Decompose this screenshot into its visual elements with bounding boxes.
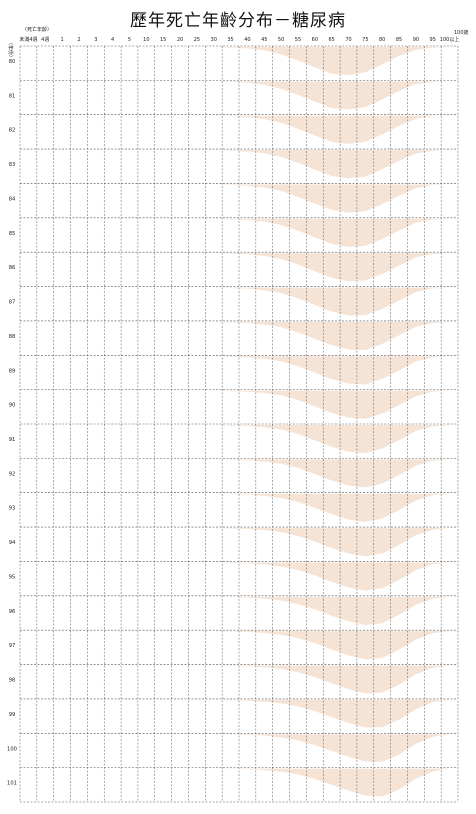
year-label: 92	[9, 471, 16, 477]
x-axis-unit-label: 100歲	[454, 29, 469, 36]
x-tick-label: 80	[379, 37, 385, 43]
year-label: 97	[9, 643, 16, 649]
year-label: 86	[9, 265, 16, 271]
year-label: 82	[9, 128, 16, 134]
area-year-91	[28, 425, 450, 454]
x-tick-label: 95	[430, 37, 436, 43]
area-year-82	[28, 115, 450, 144]
x-tick-label: 60	[312, 37, 318, 43]
area-year-97	[28, 631, 450, 660]
year-label: 98	[9, 678, 16, 684]
year-label: 100	[7, 746, 17, 752]
x-tick-label: 100以上	[440, 36, 460, 43]
area-year-101	[28, 768, 450, 797]
x-tick-label: 5	[128, 37, 131, 43]
y-axis-label: （年份）	[7, 40, 14, 60]
year-label: 84	[9, 196, 16, 202]
x-tick-label: 75	[362, 37, 368, 43]
year-label: 89	[9, 368, 16, 374]
axis-labels: （死亡年齡） 100歲 （年份） 未滿4週 4週 1 2 3 4 5 10 15 20 25 30 35…	[7, 26, 469, 787]
year-label: 101	[7, 781, 17, 787]
area-year-94	[28, 528, 450, 557]
year-label: 85	[9, 231, 16, 237]
area-year-98	[28, 665, 450, 694]
area-year-86	[28, 253, 450, 282]
x-tick-label: 65	[328, 37, 334, 43]
area-year-89	[28, 356, 450, 385]
year-label: 95	[9, 574, 16, 580]
x-tick-label: 15	[160, 37, 166, 43]
area-year-100	[28, 734, 450, 762]
year-label: 99	[9, 712, 16, 718]
x-tick-label: 4	[111, 37, 114, 43]
area-year-95	[28, 562, 450, 591]
x-tick-label: 85	[396, 37, 402, 43]
x-tick-label: 70	[345, 37, 351, 43]
year-label: 81	[9, 93, 16, 99]
area-year-96	[28, 596, 450, 625]
area-year-90	[28, 390, 450, 419]
year-label: 96	[9, 609, 16, 615]
x-tick-label: 3	[94, 37, 97, 43]
area-year-99	[28, 699, 450, 728]
area-year-81	[28, 81, 450, 110]
x-tick-label: 55	[295, 37, 301, 43]
year-label: 90	[9, 403, 16, 409]
area-year-93	[28, 493, 450, 522]
x-tick-label: 30	[211, 37, 217, 43]
area-year-80	[28, 47, 450, 76]
x-tick-label: 50	[278, 37, 284, 43]
x-tick-label: 1	[61, 37, 64, 43]
x-tick-label: 40	[244, 37, 250, 43]
year-label: 83	[9, 162, 16, 168]
x-tick-label: 20	[177, 37, 183, 43]
grid-lines	[19, 45, 459, 803]
x-axis-label: （死亡年齡）	[22, 26, 52, 33]
area-year-85	[28, 218, 450, 247]
year-label: 80	[9, 59, 16, 65]
chart-title: 歷年死亡年齡分布－糖尿病	[130, 11, 346, 31]
year-label: 91	[9, 437, 16, 443]
area-year-88	[28, 321, 450, 351]
x-tick-label: 未滿4週	[19, 36, 37, 43]
x-tick-label: 4週	[41, 36, 49, 43]
year-label: 88	[9, 334, 16, 340]
x-tick-label: 25	[194, 37, 200, 43]
area-year-84	[28, 184, 450, 213]
year-label: 93	[9, 506, 16, 512]
area-year-92	[28, 459, 450, 488]
x-tick-label: 2	[77, 37, 80, 43]
area-year-83	[28, 150, 450, 179]
x-tick-label: 35	[227, 37, 233, 43]
area-year-87	[28, 287, 450, 316]
x-tick-label: 10	[143, 37, 149, 43]
x-tick-label: 90	[413, 37, 419, 43]
area-series-group	[28, 47, 450, 797]
year-label: 87	[9, 300, 16, 306]
x-tick-label: 45	[261, 37, 267, 43]
year-label: 94	[9, 540, 16, 546]
